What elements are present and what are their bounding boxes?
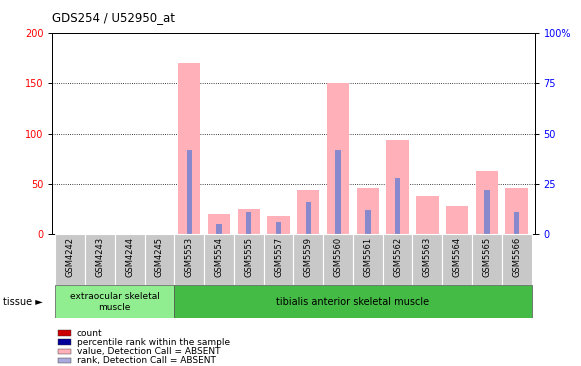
Text: GSM5563: GSM5563 xyxy=(423,237,432,277)
Bar xyxy=(505,188,528,234)
Bar xyxy=(55,285,174,318)
Bar xyxy=(187,150,192,234)
Text: GSM5553: GSM5553 xyxy=(185,237,193,277)
Bar xyxy=(115,234,145,285)
Bar xyxy=(246,212,252,234)
Bar xyxy=(264,234,293,285)
Text: GSM5565: GSM5565 xyxy=(482,237,492,277)
Bar xyxy=(238,209,260,234)
Bar xyxy=(306,202,311,234)
Bar xyxy=(416,196,439,234)
Bar xyxy=(293,234,323,285)
Text: GDS254 / U52950_at: GDS254 / U52950_at xyxy=(52,11,175,24)
Bar xyxy=(514,212,519,234)
Text: percentile rank within the sample: percentile rank within the sample xyxy=(77,338,230,347)
Bar xyxy=(85,234,115,285)
Bar xyxy=(174,234,204,285)
Text: GSM4243: GSM4243 xyxy=(95,237,105,277)
Text: GSM5564: GSM5564 xyxy=(453,237,462,277)
Bar xyxy=(145,234,174,285)
Text: tissue ►: tissue ► xyxy=(3,297,42,307)
Text: GSM5554: GSM5554 xyxy=(214,237,224,277)
Bar xyxy=(446,206,468,234)
Bar xyxy=(335,150,340,234)
Bar xyxy=(216,224,222,234)
Bar xyxy=(204,234,234,285)
Bar xyxy=(174,285,532,318)
Bar xyxy=(365,210,371,234)
Text: GSM4244: GSM4244 xyxy=(125,237,134,277)
Bar xyxy=(234,234,264,285)
Bar xyxy=(442,234,472,285)
Bar xyxy=(208,214,230,234)
Text: GSM4242: GSM4242 xyxy=(66,237,74,277)
Text: GSM5560: GSM5560 xyxy=(333,237,343,277)
Bar xyxy=(386,139,409,234)
Text: value, Detection Call = ABSENT: value, Detection Call = ABSENT xyxy=(77,347,220,356)
Bar xyxy=(323,234,353,285)
Bar xyxy=(297,190,320,234)
Text: GSM4245: GSM4245 xyxy=(155,237,164,277)
Bar xyxy=(476,171,498,234)
Bar xyxy=(413,234,442,285)
Text: count: count xyxy=(77,329,103,337)
Bar xyxy=(357,188,379,234)
Bar xyxy=(178,63,200,234)
Bar xyxy=(327,83,349,234)
Text: extraocular skeletal
muscle: extraocular skeletal muscle xyxy=(70,292,160,312)
Text: GSM5561: GSM5561 xyxy=(363,237,372,277)
Text: GSM5562: GSM5562 xyxy=(393,237,402,277)
Bar xyxy=(484,190,490,234)
Bar xyxy=(267,216,290,234)
Text: rank, Detection Call = ABSENT: rank, Detection Call = ABSENT xyxy=(77,356,216,365)
Text: GSM5555: GSM5555 xyxy=(244,237,253,277)
Text: GSM5557: GSM5557 xyxy=(274,237,283,277)
Bar xyxy=(276,222,281,234)
Bar xyxy=(502,234,532,285)
Bar xyxy=(395,178,400,234)
Text: tibialis anterior skeletal muscle: tibialis anterior skeletal muscle xyxy=(277,297,429,307)
Bar xyxy=(472,234,502,285)
Text: GSM5566: GSM5566 xyxy=(512,237,521,277)
Bar xyxy=(55,234,85,285)
Text: GSM5559: GSM5559 xyxy=(304,237,313,277)
Bar xyxy=(383,234,413,285)
Bar xyxy=(353,234,383,285)
